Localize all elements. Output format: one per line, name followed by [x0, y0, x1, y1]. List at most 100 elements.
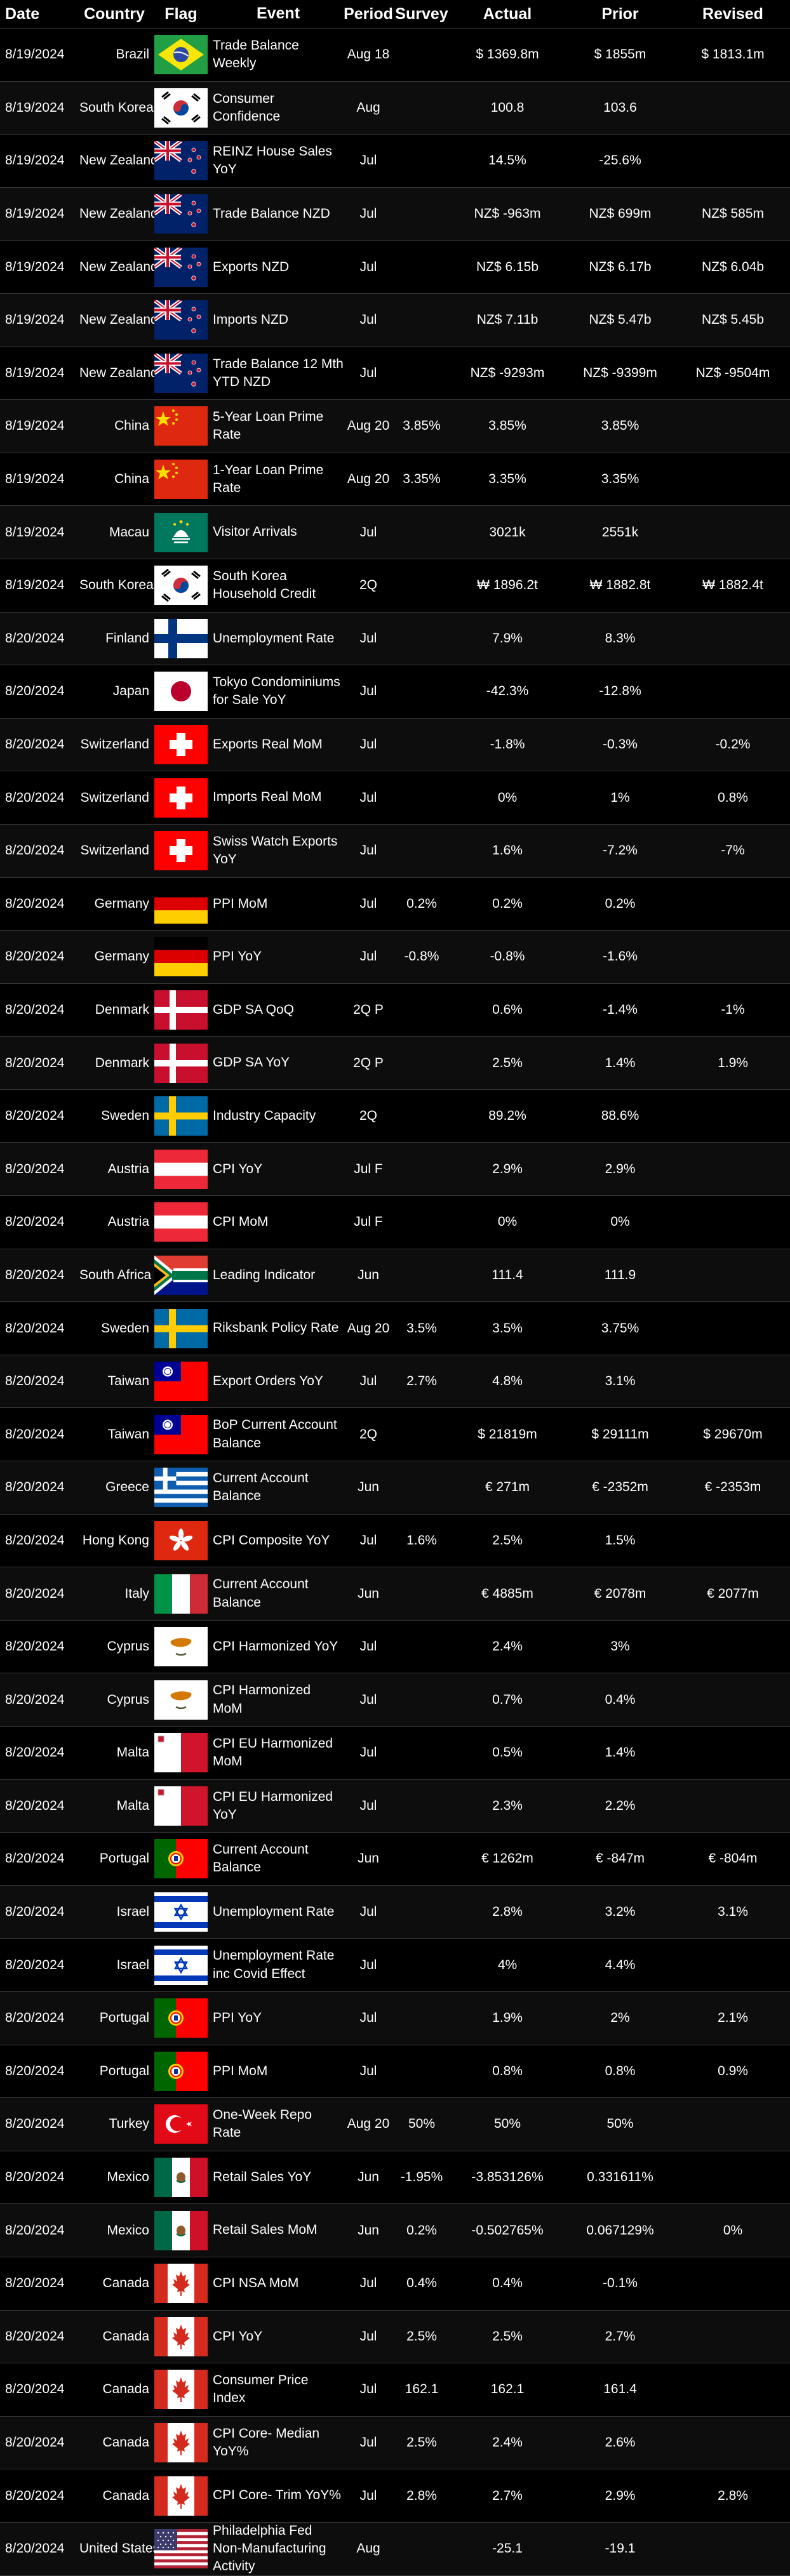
table-row: 8/19/2024 China 5-Year Loan Prime Rate Aug …: [0, 400, 790, 453]
cell-flag: [152, 2423, 210, 2463]
cell-actual: € 271m: [485, 1480, 530, 1495]
cell-period: Jul F: [354, 1161, 383, 1176]
cell-date: 8/20/2024: [5, 1586, 65, 1601]
cell-period: Jul: [359, 206, 377, 222]
cell-country: Portugal: [99, 2063, 149, 2078]
cell-country: Canada: [102, 2382, 149, 2397]
cell-actual: NZ$ -963m: [474, 206, 541, 222]
table-row: 8/20/2024 Turkey One-Week Repo Rate Aug 20 5…: [0, 2098, 790, 2151]
cell-flag: [152, 884, 210, 924]
cell-event: South Korea Household Credit: [213, 568, 316, 602]
cell-flag: [152, 35, 210, 75]
cell-event: Swiss Watch Exports YoY: [213, 833, 338, 867]
cell-flag: [152, 1680, 210, 1720]
united-states-flag: [154, 2529, 208, 2569]
table-row: 8/20/2024 Switzerland Imports Real MoM Jul 0…: [0, 771, 790, 825]
cell-date: 8/20/2024: [5, 2276, 65, 2291]
table-row: 8/20/2024 Taiwan BoP Current Account Balan…: [0, 1408, 790, 1462]
cell-actual: 0%: [497, 790, 518, 805]
cell-date: 8/20/2024: [5, 1374, 65, 1389]
cell-prior: 0.331611%: [587, 2170, 653, 2185]
cell-period: 2Q P: [353, 1002, 384, 1017]
table-row: 8/20/2024 Canada Consumer Price Index Jul 16…: [0, 2363, 790, 2417]
cell-flag: [152, 725, 210, 765]
cell-flag: [152, 194, 210, 234]
cell-actual: 4%: [497, 1957, 518, 1972]
cell-date: 8/19/2024: [5, 578, 65, 593]
cell-event: Current Account Balance: [213, 1577, 309, 1610]
cell-revised: NZ$ 5.45b: [701, 312, 765, 328]
cell-period: Jul F: [354, 1214, 383, 1230]
cell-actual: 2.9%: [492, 1161, 523, 1176]
cell-period: Jul: [359, 2435, 377, 2450]
cell-revised: NZ$ 585m: [701, 206, 765, 222]
cell-event: REINZ House Sales YoY: [213, 144, 332, 177]
cell-date: 8/20/2024: [5, 1904, 65, 1920]
cell-prior: 3%: [610, 1639, 630, 1654]
cell-date: 8/20/2024: [5, 1851, 65, 1866]
cell-flag: [152, 2370, 210, 2410]
cell-date: 8/20/2024: [5, 737, 65, 752]
cell-flag: [152, 1839, 210, 1879]
cell-flag: [152, 566, 210, 606]
cell-revised: € 2077m: [707, 1586, 759, 1601]
cell-date: 8/20/2024: [5, 1267, 65, 1282]
germany-flag: [154, 884, 208, 924]
portugal-flag: [154, 2051, 208, 2091]
table-row: 8/19/2024 South Korea South Korea Househol…: [0, 559, 790, 613]
cell-flag: [152, 937, 210, 977]
cell-period: 2Q: [359, 1426, 377, 1442]
table-row: 8/20/2024 Israel Unemployment Rate Jul 2.8% 3…: [0, 1885, 790, 1939]
cell-country: Malta: [116, 1798, 149, 1813]
cell-flag: [152, 2051, 210, 2091]
cell-prior: -1.4%: [603, 1002, 638, 1017]
new-zealand-flag: [154, 247, 208, 287]
cell-prior: 50%: [606, 2116, 634, 2132]
cell-event: Unemployment Rate inc Covid Effect: [213, 1948, 335, 1981]
cell-revised: NZ$ 6.04b: [701, 259, 765, 274]
cell-actual: -25.1: [492, 2541, 523, 2556]
cell-event: Trade Balance 12 Mth YTD NZD: [213, 356, 344, 389]
table-row: 8/20/2024 South Africa Leading Indicator Ju…: [0, 1249, 790, 1303]
cell-date: 8/20/2024: [5, 1480, 65, 1495]
table-row: 8/20/2024 Hong Kong CPI Composite YoY Jul 1.…: [0, 1515, 790, 1568]
cell-actual: 0%: [497, 1214, 518, 1230]
table-row: 8/20/2024 Portugal PPI YoY Jul 1.9% 2% 2.1%: [0, 1991, 790, 2045]
cell-flag: [152, 460, 210, 500]
table-row: 8/20/2024 Switzerland Exports Real MoM Jul -…: [0, 718, 790, 772]
cell-event: Riksbank Policy Rate: [213, 1320, 339, 1336]
cell-flag: [152, 353, 210, 393]
cell-period: Jun: [358, 2170, 379, 2185]
cell-period: Aug 20: [347, 1320, 390, 1336]
cell-date: 8/19/2024: [5, 206, 65, 222]
cell-date: 8/20/2024: [5, 1426, 65, 1442]
cell-prior: 1.5%: [605, 1532, 636, 1548]
cell-country: Italy: [124, 1586, 149, 1601]
cell-survey: 0.2%: [406, 2222, 437, 2238]
cell-period: Jun: [358, 1267, 379, 1282]
cell-event: CPI NSA MoM: [213, 2276, 299, 2291]
cell-event: CPI YoY: [213, 2328, 263, 2344]
cell-flag: [152, 831, 210, 871]
cell-actual: 4.8%: [492, 1374, 523, 1389]
cell-event: Retail Sales MoM: [213, 2222, 318, 2238]
greece-flag: [154, 1468, 208, 1508]
cell-flag: [152, 1468, 210, 1508]
cell-country: Malta: [116, 1745, 149, 1760]
cell-country: Canada: [102, 2435, 149, 2450]
cell-event: PPI YoY: [213, 949, 262, 964]
table-row: 8/20/2024 Malta CPI EU Harmonized YoY Jul 2.…: [0, 1779, 790, 1833]
table-body: 8/19/2024 Brazil Trade Balance Weekly Aug 1…: [0, 29, 790, 2576]
mexico-flag: [154, 2158, 208, 2198]
cell-prior: -1.6%: [603, 949, 638, 964]
cell-flag: [152, 1096, 210, 1136]
brazil-flag: [154, 35, 208, 75]
cell-event: Trade Balance Weekly: [213, 37, 299, 71]
table-row: 8/20/2024 Sweden Industry Capacity 2Q 89.2% 8…: [0, 1090, 790, 1143]
cell-prior: 1.4%: [605, 1055, 636, 1070]
cell-prior: 4.4%: [605, 1957, 636, 1972]
cell-event: CPI Composite YoY: [213, 1532, 330, 1548]
cell-event: Industry Capacity: [213, 1108, 316, 1123]
cell-flag: [152, 2158, 210, 2198]
cell-actual: 100.8: [490, 100, 525, 115]
